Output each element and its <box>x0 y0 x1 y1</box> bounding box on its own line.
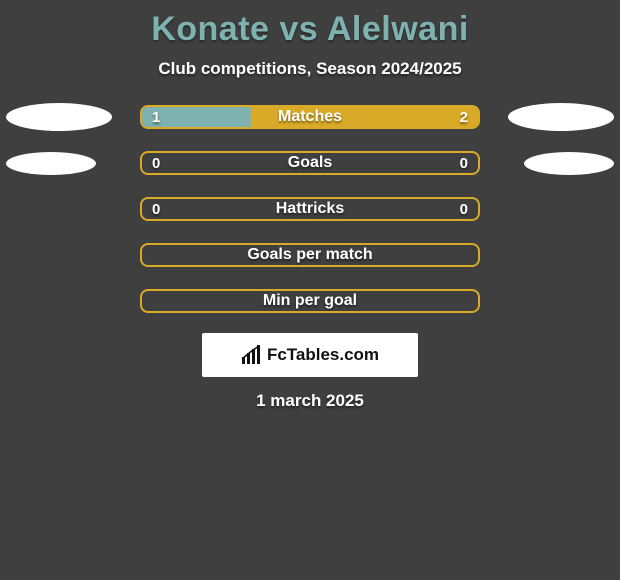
player-placeholder-left <box>6 103 112 131</box>
player-placeholder-left <box>6 152 96 175</box>
page-title: Konate vs Alelwani <box>0 0 620 49</box>
stat-bar: Goals0 0 <box>140 151 480 175</box>
stat-label: Goals <box>142 153 478 173</box>
stat-label: Goals per match <box>142 245 478 265</box>
stat-bar-fill-right <box>251 107 478 127</box>
stat-bar: Matches12 <box>140 105 480 129</box>
stat-value-right: 0 <box>460 153 468 173</box>
player-placeholder-right <box>524 152 614 175</box>
stat-bar: Min per goal <box>140 289 480 313</box>
stat-label: Min per goal <box>142 291 478 311</box>
player-placeholder-right <box>508 103 614 131</box>
comparison-infographic: Konate vs Alelwani Club competitions, Se… <box>0 0 620 580</box>
stat-row: Hattricks0 0 <box>0 197 620 221</box>
stat-row: Matches12 <box>0 105 620 129</box>
stat-row: Min per goal <box>0 289 620 313</box>
stat-value-right: 0 <box>460 199 468 219</box>
stat-value-right: 2 <box>460 107 468 127</box>
stat-row: Goals0 0 <box>0 151 620 175</box>
brand-chart-icon <box>241 345 263 365</box>
brand-text: FcTables.com <box>267 345 379 365</box>
footer-date: 1 march 2025 <box>0 391 620 411</box>
brand-badge: FcTables.com <box>202 333 418 377</box>
stat-row: Goals per match <box>0 243 620 267</box>
stat-value-left: 1 <box>152 107 160 127</box>
stat-value-left: 0 <box>152 199 160 219</box>
stat-bar: Goals per match <box>140 243 480 267</box>
stat-value-left: 0 <box>152 153 160 173</box>
stat-bar: Hattricks0 0 <box>140 197 480 221</box>
stat-rows: Matches12Goals00Hattricks00Goals per mat… <box>0 105 620 313</box>
stat-label: Hattricks <box>142 199 478 219</box>
subtitle: Club competitions, Season 2024/2025 <box>0 59 620 79</box>
